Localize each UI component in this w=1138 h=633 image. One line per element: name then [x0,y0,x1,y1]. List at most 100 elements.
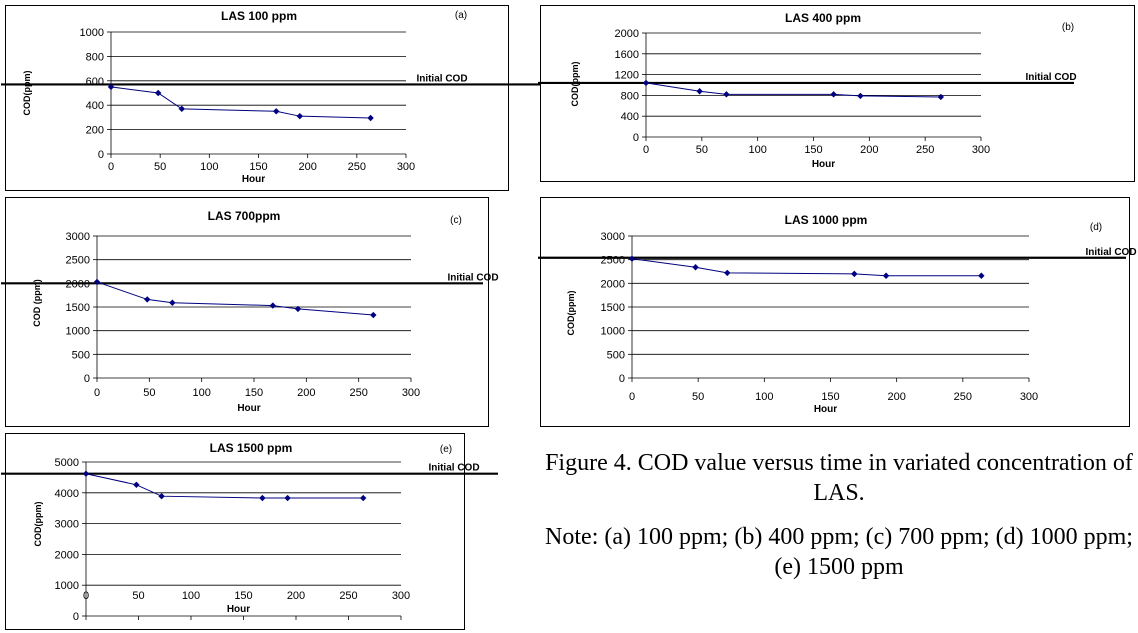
data-point [158,492,165,500]
chart-title: LAS 700ppm [208,209,281,223]
y-tick-label: 2000 [55,549,79,561]
chart-title: LAS 1500 ppm [210,441,293,455]
panel-label: (b) [1062,22,1074,33]
y-tick-label: 3000 [55,519,79,531]
x-tick-label: 0 [83,590,89,602]
initial-cod-label: Initial COD [1085,247,1136,258]
data-point [851,270,858,278]
data-point [144,296,151,303]
y-tick-label: 0 [98,149,104,161]
series-line [110,86,371,119]
panel-label: (d) [1090,222,1102,233]
data-point [628,255,636,262]
y-tick-label: 800 [86,51,104,63]
y-tick-label: 1000 [66,326,90,338]
data-point [169,299,176,306]
y-tick-label: 500 [607,349,625,361]
series-line [85,473,364,499]
y-tick-label: 1200 [615,70,639,82]
y-tick-label: 1500 [66,302,90,314]
initial-cod-label: Initial COD [416,73,467,84]
figure-caption-block: Figure 4. COD value versus time in varia… [540,448,1138,596]
y-tick-label: 1500 [601,302,625,314]
y-tick-label: 2000 [615,28,639,40]
x-tick-label: 150 [249,161,267,173]
x-tick-label: 250 [954,391,972,403]
data-point [133,481,140,488]
chart-title: LAS 100 ppm [221,9,297,23]
y-tick-label: 400 [86,100,104,112]
y-tick-label: 800 [621,90,639,102]
panel-label: (a) [455,10,467,21]
figure-caption: Figure 4. COD value versus time in varia… [545,450,1133,506]
chart-panel-d: 0 500 1000 1500 2000 2500 3000 0 50 100 150 200 250 3… [538,197,1137,427]
chart-svg-c: 0500100015002000250030000501001502002503… [1,209,499,414]
x-tick-label: 150 [804,144,822,156]
data-point [692,264,699,271]
data-point [642,79,650,87]
y-tick-label: 200 [86,125,104,137]
x-tick-label: 250 [348,161,366,173]
x-tick-label: 50 [154,161,166,173]
data-point [284,494,291,502]
data-point [370,311,377,319]
series-line [631,258,982,277]
y-tick-label: 0 [619,373,625,385]
y-tick-label: 5000 [55,457,79,469]
data-point [857,92,864,100]
x-tick-label: 50 [692,391,704,403]
data-point [937,93,944,101]
data-point [360,494,367,502]
data-point [82,470,90,477]
data-point [978,272,985,279]
x-tick-label: 100 [755,391,773,403]
chart-svg-a: 0 200 400 600 800 1000 0 50 100 150 200 250 300 LAS 1… [1,9,574,185]
x-tick-label: 300 [402,387,420,399]
y-tick-label: 1000 [80,27,104,39]
y-tick-label: 3000 [601,231,625,243]
data-point [830,91,837,98]
y-tick-label: 400 [621,111,639,123]
y-tick-label: 0 [633,132,639,144]
series-line [96,281,374,316]
x-tick-label: 150 [821,391,839,403]
initial-cod-label: Initial COD [1025,72,1076,83]
panel-label: (e) [440,444,452,455]
data-point [294,305,302,313]
data-point [367,114,374,122]
series-line [645,82,941,98]
x-tick-label: 200 [860,144,878,156]
initial-cod-label: Initial COD [428,463,479,474]
chart-panel-a: 0 200 400 600 800 1000 0 50 100 150 200 250 300 LAS 1… [1,5,574,191]
x-tick-label: 100 [182,590,200,602]
x-tick-label: 250 [339,590,357,602]
data-point [296,112,303,120]
data-point [696,88,703,95]
data-point [259,494,266,502]
chart-title: LAS 1000 ppm [785,213,868,227]
x-tick-label: 300 [972,144,990,156]
data-point [724,269,731,277]
chart-svg-d: 0 500 1000 1500 2000 2500 3000 0 50 100 150 200 250 3… [538,213,1137,415]
x-tick-label: 50 [132,590,144,602]
chart-svg-e: 0 1000 2000 3000 4000 5000 0 50 100 150 200 250 300 L… [1,441,498,623]
figure-note: Note: (a) 100 ppm; (b) 400 ppm; (c) 700 … [545,524,1133,580]
x-axis-label: Hour [242,174,265,185]
y-tick-label: 0 [84,373,90,385]
x-tick-label: 0 [643,144,649,156]
data-point [273,108,280,115]
panel-label: (c) [450,215,462,226]
x-tick-label: 100 [192,387,210,399]
y-axis-label: COD(ppm) [566,291,576,336]
x-tick-label: 200 [298,161,316,173]
x-tick-label: 250 [916,144,934,156]
y-tick-label: 1000 [55,580,79,592]
initial-cod-label: Initial COD [447,272,498,283]
x-tick-label: 100 [200,161,218,173]
x-tick-label: 0 [629,391,635,403]
chart-panel-e: 0 1000 2000 3000 4000 5000 0 50 100 150 200 250 300 L… [1,433,498,630]
x-axis-label: Hour [812,159,835,170]
y-tick-label: 1000 [601,326,625,338]
x-tick-label: 50 [696,144,708,156]
x-tick-label: 200 [287,590,305,602]
